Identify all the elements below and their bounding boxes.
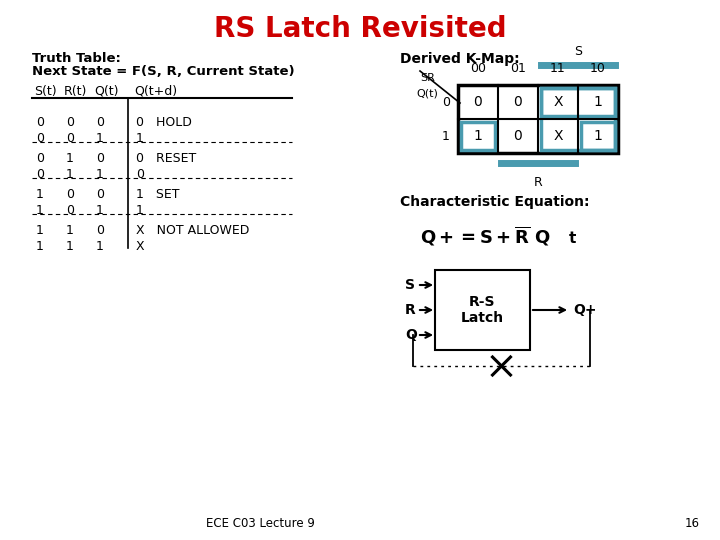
Bar (581, 122, 615, 150)
Text: 1: 1 (96, 168, 104, 181)
Text: $\mathbf{Q+ = S + \overline{R}\ Q}$: $\mathbf{Q+ = S + \overline{R}\ Q}$ (420, 225, 551, 248)
Text: S: S (574, 45, 582, 58)
Text: Q(t): Q(t) (416, 89, 438, 99)
Text: X: X (136, 240, 145, 253)
Bar (435, 270, 530, 350)
Text: 0: 0 (96, 188, 104, 201)
Text: 1: 1 (36, 240, 44, 253)
Text: 0: 0 (96, 116, 104, 129)
Text: X: X (553, 129, 563, 143)
Text: 1   SET: 1 SET (136, 188, 179, 201)
Text: Truth Table:: Truth Table: (32, 52, 121, 65)
Text: 0: 0 (442, 96, 450, 109)
Text: 1: 1 (36, 224, 44, 237)
Text: 1: 1 (474, 129, 482, 143)
Text: 1: 1 (593, 95, 603, 109)
Text: 0: 0 (66, 204, 74, 217)
Text: R: R (405, 303, 415, 317)
Bar (541, 88, 615, 150)
Text: 1: 1 (36, 188, 44, 201)
Text: X: X (553, 95, 563, 109)
Text: $\mathbf{t}$: $\mathbf{t}$ (568, 230, 577, 246)
Text: 0: 0 (36, 116, 44, 129)
Text: SR: SR (420, 73, 435, 83)
Text: 1: 1 (96, 240, 104, 253)
Text: 1: 1 (442, 130, 450, 143)
Text: Latch: Latch (461, 311, 504, 325)
Text: S(t): S(t) (34, 85, 57, 98)
Text: 0: 0 (66, 132, 74, 145)
Text: RS Latch Revisited: RS Latch Revisited (214, 15, 506, 43)
Text: S: S (405, 278, 415, 292)
Bar (458, 85, 618, 153)
Text: 01: 01 (510, 62, 526, 75)
Text: Derived K-Map:: Derived K-Map: (400, 52, 520, 66)
Text: 0: 0 (96, 152, 104, 165)
Text: R-S: R-S (469, 295, 496, 309)
Text: Q: Q (405, 328, 417, 342)
Text: 0   RESET: 0 RESET (136, 152, 197, 165)
Text: R(t): R(t) (64, 85, 87, 98)
Bar (541, 88, 615, 116)
Text: 1: 1 (593, 129, 603, 143)
Text: 1: 1 (66, 240, 74, 253)
Text: 0: 0 (136, 168, 144, 181)
Text: 1: 1 (66, 168, 74, 181)
Text: 1: 1 (36, 204, 44, 217)
Text: Q(t+d): Q(t+d) (134, 85, 177, 98)
Text: 1: 1 (96, 204, 104, 217)
Text: 0: 0 (66, 188, 74, 201)
Text: 10: 10 (590, 62, 606, 75)
Text: 1: 1 (66, 224, 74, 237)
Text: 0   HOLD: 0 HOLD (136, 116, 192, 129)
Bar (461, 122, 495, 150)
Text: 1: 1 (136, 132, 144, 145)
Text: 1: 1 (96, 132, 104, 145)
Text: 0: 0 (36, 132, 44, 145)
Text: 0: 0 (513, 129, 523, 143)
Text: Q(t): Q(t) (94, 85, 119, 98)
Text: Characteristic Equation:: Characteristic Equation: (400, 195, 590, 209)
Text: X   NOT ALLOWED: X NOT ALLOWED (136, 224, 249, 237)
Text: ECE C03 Lecture 9: ECE C03 Lecture 9 (206, 517, 315, 530)
Text: Next State = F(S, R, Current State): Next State = F(S, R, Current State) (32, 65, 294, 78)
Text: 0: 0 (513, 95, 523, 109)
Text: 0: 0 (96, 224, 104, 237)
Text: 0: 0 (36, 168, 44, 181)
Text: 00: 00 (470, 62, 486, 75)
Text: Q+: Q+ (573, 303, 596, 317)
Text: 1: 1 (66, 152, 74, 165)
Text: 1: 1 (136, 204, 144, 217)
Text: 0: 0 (474, 95, 482, 109)
Text: 16: 16 (685, 517, 700, 530)
Text: 0: 0 (36, 152, 44, 165)
Text: R: R (534, 176, 542, 189)
Text: 0: 0 (66, 116, 74, 129)
Text: 11: 11 (550, 62, 566, 75)
